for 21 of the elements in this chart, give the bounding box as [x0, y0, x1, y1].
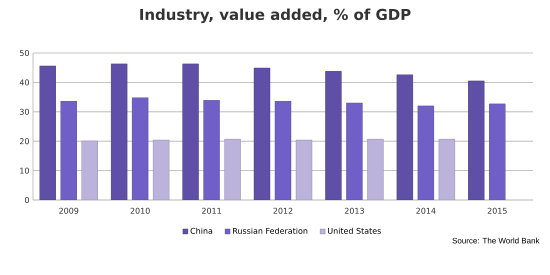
bar [152, 140, 170, 200]
bar [40, 66, 56, 200]
bar [418, 106, 434, 200]
bar [110, 64, 128, 200]
bar [254, 68, 270, 200]
bar [438, 138, 456, 200]
bar [182, 64, 199, 200]
chart-title: Industry, value added, % of GDP [140, 8, 411, 24]
bar [274, 101, 292, 200]
bar [296, 140, 312, 200]
bar [224, 138, 241, 200]
bar [346, 102, 363, 200]
bar [468, 80, 484, 200]
bar [489, 104, 506, 200]
bar [60, 101, 77, 200]
bar [203, 100, 220, 200]
bar [396, 74, 414, 200]
bar [82, 140, 98, 200]
bar [367, 138, 384, 200]
bar [325, 71, 342, 200]
bar [132, 97, 148, 200]
